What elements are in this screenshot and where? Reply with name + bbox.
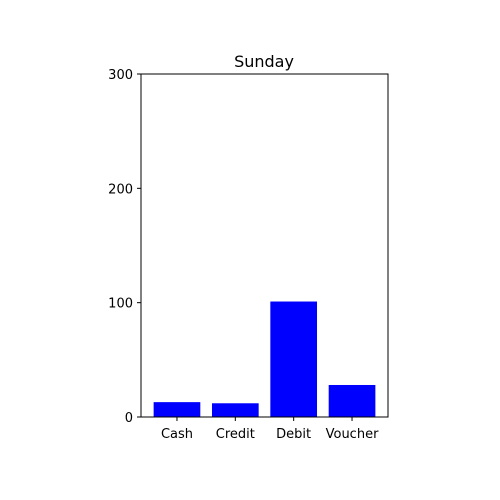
- bar-voucher: [328, 384, 376, 417]
- y-tick-label: 200: [108, 182, 133, 197]
- y-tick-label: 300: [108, 68, 133, 83]
- bar-credit: [211, 403, 259, 417]
- bar-cash: [153, 402, 201, 417]
- y-tick-label: 100: [108, 297, 133, 312]
- chart-title: Sunday: [234, 52, 294, 71]
- x-axis: Cash Credit Debit Voucher: [161, 417, 379, 442]
- x-tick-label: Credit: [216, 427, 255, 442]
- plot-frame: [140, 73, 389, 418]
- x-tick-label: Debit: [276, 427, 311, 442]
- x-tick-label: Voucher: [326, 427, 379, 442]
- y-axis: 0 100 200 300: [108, 68, 141, 426]
- x-tick-label: Cash: [161, 427, 193, 442]
- bar-debit: [270, 301, 318, 417]
- y-tick-label: 0: [125, 411, 133, 426]
- bars-group: [153, 301, 376, 417]
